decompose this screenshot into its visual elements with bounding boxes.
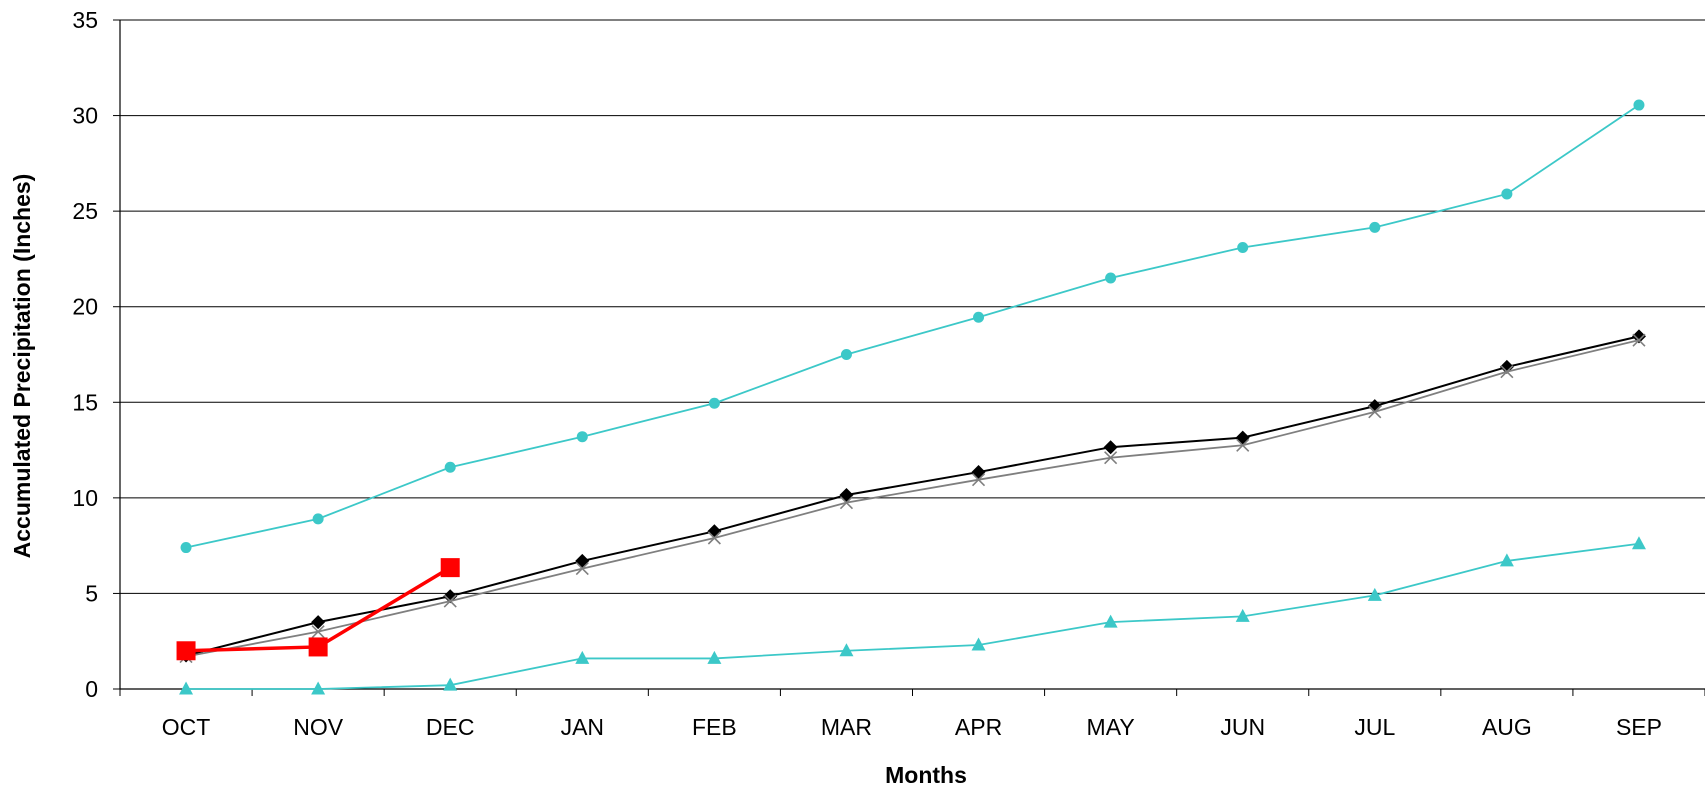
series-1-point-nov [311, 615, 326, 630]
series-0-point-jul [1369, 221, 1381, 233]
y-tick-label: 10 [72, 485, 98, 511]
series-3-point-oct [179, 681, 194, 695]
y-tick-label: 15 [72, 389, 98, 415]
series-2-point-may [1104, 451, 1118, 465]
x-marker-stroke [1500, 365, 1514, 379]
x-tick-label: JUL [1354, 714, 1395, 740]
x-tick-label: DEC [426, 714, 475, 740]
series-0-circle [180, 99, 1645, 554]
series-3-point-may [1103, 614, 1118, 628]
x-tick-label: OCT [162, 714, 211, 740]
series-1-point-jul [1367, 399, 1382, 414]
series-3-point-apr [971, 637, 986, 651]
series-3-triangle [179, 536, 1646, 695]
x-tick-label: NOV [293, 714, 344, 740]
series-4-point-dec [440, 558, 460, 578]
series-4-square [176, 558, 460, 661]
series-4-point-oct [176, 641, 196, 661]
y-tick-label: 5 [85, 580, 98, 606]
series-2-point-sep [1632, 333, 1646, 347]
series-1-point-mar [839, 487, 854, 502]
series-0-point-dec [444, 461, 456, 473]
x-marker-stroke [707, 531, 721, 545]
plot-frame [119, 20, 1705, 690]
series-2-point-jul [1368, 405, 1382, 419]
series-2-point-dec [443, 594, 457, 608]
x-marker-stroke [839, 496, 854, 510]
y-tick-label: 0 [85, 676, 98, 702]
series-3-point-aug [1499, 553, 1514, 567]
series-3-point-jun [1235, 608, 1250, 622]
series-layer [176, 99, 1646, 695]
series-1-point-jun [1235, 430, 1250, 445]
series-3-point-feb [707, 650, 722, 664]
series-4-point-nov [308, 637, 328, 657]
series-2-point-feb [707, 531, 721, 545]
x-tick-label: SEP [1616, 714, 1662, 740]
series-3-point-jul [1367, 587, 1382, 601]
x-tick-label: JAN [561, 714, 604, 740]
series-2-x [179, 333, 1646, 664]
series-0-point-feb [708, 397, 720, 409]
gridlines [120, 19, 1705, 594]
series-1-line [185, 335, 1640, 657]
series-2-line [185, 339, 1640, 658]
x-tick-label: APR [955, 714, 1002, 740]
y-tick-label: 25 [72, 198, 98, 224]
x-marker-stroke [971, 473, 986, 487]
series-0-point-nov [312, 513, 324, 525]
series-2-point-mar [839, 496, 854, 510]
x-tick-label: FEB [692, 714, 737, 740]
series-2-point-apr [971, 473, 986, 487]
y-tick-label: 35 [72, 7, 98, 33]
series-3-point-nov [311, 681, 326, 695]
x-marker-stroke [1368, 405, 1382, 419]
x-tick-label: AUG [1482, 714, 1532, 740]
series-3-point-dec [443, 677, 458, 691]
series-3-point-sep [1631, 536, 1646, 550]
x-marker-stroke [1632, 333, 1646, 347]
series-0-point-mar [840, 349, 852, 360]
y-tick-label: 20 [72, 294, 98, 320]
series-3-line [186, 542, 1640, 690]
y-axis-title: Accumulated Precipitation (Inches) [9, 174, 35, 559]
series-2-point-jun [1236, 438, 1250, 452]
series-1-point-sep [1631, 329, 1646, 344]
series-0-point-oct [180, 542, 192, 554]
series-0-point-aug [1501, 188, 1513, 200]
series-2-point-jan [575, 562, 589, 576]
series-0-point-jun [1237, 241, 1249, 253]
series-3-point-mar [839, 643, 854, 657]
series-1-point-may [1103, 440, 1118, 455]
series-0-point-apr [973, 311, 985, 323]
x-marker-stroke [1104, 451, 1118, 465]
x-marker-stroke [443, 594, 457, 608]
series-0-point-sep [1633, 99, 1645, 111]
x-axis-title: Months [885, 762, 967, 788]
y-axis-ticks: 0 5 10 15 20 25 30 35 [72, 7, 120, 702]
series-0-point-jan [576, 431, 588, 443]
series-2-point-aug [1500, 365, 1514, 379]
series-0-line [185, 104, 1640, 549]
series-0-point-may [1105, 272, 1117, 284]
x-tick-label: MAR [821, 714, 872, 740]
series-2-point-nov [311, 625, 325, 639]
x-tick-label: JUN [1220, 714, 1265, 740]
series-1-point-apr [971, 465, 986, 480]
series-3-point-jan [575, 650, 590, 664]
y-tick-label: 30 [72, 103, 98, 129]
x-marker-stroke [575, 562, 589, 576]
x-marker-stroke [311, 625, 325, 639]
x-marker-stroke [1236, 438, 1250, 452]
x-tick-label: MAY [1087, 714, 1135, 740]
x-axis-ticks: OCT NOV DEC JAN FEB MAR APR MAY JUN JUL AUG SEP [119, 689, 1705, 740]
series-1-point-jan [575, 553, 590, 568]
